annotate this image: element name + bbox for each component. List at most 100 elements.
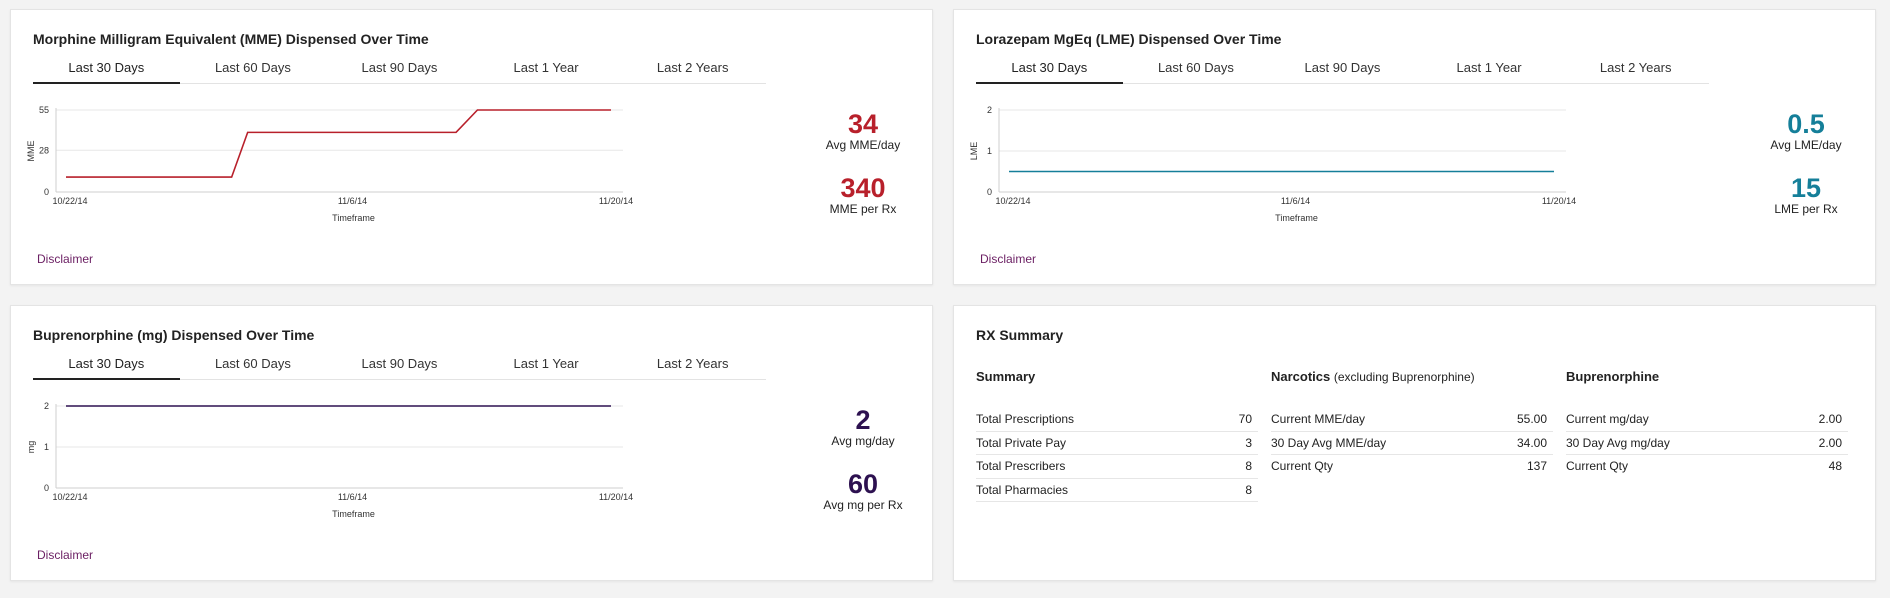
lme-tab-last-30-days[interactable]: Last 30 Days (976, 53, 1123, 84)
bup-line-chart: 0 1 2 10/22/14 11/6/14 11/20/14 Timeframe mg (26, 401, 633, 519)
mme-chart-x-tick-label: 11/20/14 (599, 196, 633, 206)
bup-chart-x-tick-label: 11/20/14 (599, 492, 633, 502)
mme-chart-y-tick-label: 28 (39, 145, 49, 155)
lme-chart-y-tick-label: 2 (987, 105, 992, 115)
rx-summary-card: RX Summary Summary Total Prescriptions 70… (953, 305, 1876, 581)
bup-disclaimer-link[interactable]: Disclaimer (37, 548, 94, 562)
rx-summary-title: RX Summary (976, 327, 1064, 343)
mme-chart-y-tick-label: 55 (39, 105, 49, 115)
mme-chart-series-line (66, 109, 611, 178)
bup-tab-last-1-year[interactable]: Last 1 Year (513, 356, 579, 371)
rx-summary-row-label: Total Prescriptions (976, 412, 1075, 426)
bup-card-title: Buprenorphine (mg) Dispensed Over Time (33, 327, 315, 343)
rx-narcotics-row-value: 34.00 (1516, 435, 1547, 450)
lme-chart-y-axis-title: LME (969, 142, 979, 161)
lme-chart-y-tick-label: 1 (987, 146, 992, 156)
rx-buprenorphine-row: 30 Day Avg mg/day 2.00 (1566, 432, 1848, 455)
rx-narcotics-row: Current Qty 137 (1271, 455, 1553, 479)
mme-per-rx-stat: 340 MME per Rx (808, 173, 918, 217)
lme-tab-last-2-years[interactable]: Last 2 Years (1599, 60, 1672, 75)
lme-avg-label: Avg LME/day (1770, 138, 1842, 152)
rx-summary-row-value: 8 (1245, 482, 1252, 497)
mme-tab-last-90-days[interactable]: Last 90 Days (361, 60, 438, 75)
bup-chart-y-tick-label: 2 (44, 401, 49, 411)
lme-tab-last-60-days[interactable]: Last 60 Days (1157, 60, 1234, 75)
bup-card: Buprenorphine (mg) Dispensed Over Time L… (10, 305, 933, 581)
mme-card: Morphine Milligram Equivalent (MME) Disp… (10, 9, 933, 285)
rx-buprenorphine-row: Current mg/day 2.00 (1566, 408, 1848, 432)
lme-avg-stat: 0.5 Avg LME/day (1751, 109, 1861, 153)
lme-tab-last-90-days[interactable]: Last 90 Days (1304, 60, 1381, 75)
rx-summary-row: Total Pharmacies 8 (976, 479, 1258, 502)
mme-disclaimer-link[interactable]: Disclaimer (37, 252, 94, 266)
rx-buprenorphine-row-value: 2.00 (1818, 412, 1842, 426)
bup-timeframe-tabs: Last 30 Days Last 60 Days Last 90 Days L… (33, 349, 766, 380)
bup-tab-last-30-days[interactable]: Last 30 Days (33, 349, 180, 380)
rx-buprenorphine-row-value: 48 (1828, 459, 1842, 473)
rx-summary-row-label: Total Prescribers (976, 459, 1066, 473)
rx-narcotics-rows: Current MME/day 55.00 30 Day Avg MME/day 34… (1271, 408, 1553, 479)
rx-summary-row-label: Total Pharmacies (976, 482, 1069, 497)
bup-tab-last-2-years[interactable]: Last 2 Years (656, 356, 729, 371)
mme-chart-y-tick-label: 0 (44, 187, 49, 197)
bup-chart-x-tick-label: 10/22/14 (52, 492, 87, 502)
mme-card-title: Morphine Milligram Equivalent (MME) Disp… (33, 31, 429, 47)
rx-narcotics-row-label: 30 Day Avg MME/day (1271, 435, 1387, 450)
mme-avg-label: Avg MME/day (825, 138, 901, 152)
bup-avg-label: Avg mg/day (831, 434, 895, 448)
rx-narcotics-row-value: 137 (1526, 459, 1547, 473)
rx-narcotics-row-label: Current MME/day (1271, 412, 1366, 426)
rx-narcotics-heading-text: Narcotics (1271, 369, 1331, 384)
lme-chart-x-axis-title: Timeframe (1275, 213, 1318, 223)
mme-tab-last-60-days[interactable]: Last 60 Days (214, 60, 291, 75)
mme-chart-x-axis-title: Timeframe (332, 213, 375, 223)
rx-summary-row: Total Private Pay 3 (976, 432, 1258, 455)
rx-summary-row: Total Prescribers 8 (976, 455, 1258, 479)
bup-tab-last-60-days[interactable]: Last 60 Days (214, 356, 291, 371)
rx-buprenorphine-row: Current Qty 48 (1566, 455, 1848, 479)
mme-avg-stat: 34 Avg MME/day (808, 109, 918, 153)
lme-line-chart: 0 1 2 10/22/14 11/6/14 11/20/14 Timeframe LME (969, 105, 1576, 223)
mme-per-rx-label: MME per Rx (829, 202, 897, 216)
lme-per-rx-stat: 15 LME per Rx (1751, 173, 1861, 217)
rx-buprenorphine-row-label: Current Qty (1566, 459, 1629, 473)
bup-chart-x-axis-title: Timeframe (332, 509, 375, 519)
lme-card-title: Lorazepam MgEq (LME) Dispensed Over Time (976, 31, 1282, 47)
mme-line-chart: 0 28 55 10/22/14 11/6/14 11/20/14 Timeframe MME (26, 105, 633, 223)
bup-chart-y-axis-title: mg (26, 441, 36, 454)
mme-avg-value: 34 (847, 109, 879, 139)
bup-per-rx-value: 60 (847, 469, 879, 499)
lme-tab-last-1-year[interactable]: Last 1 Year (1456, 60, 1522, 75)
lme-card: Lorazepam MgEq (LME) Dispensed Over Time… (953, 9, 1876, 285)
rx-buprenorphine-row-value: 2.00 (1818, 435, 1842, 450)
mme-chart-x-tick-label: 11/6/14 (338, 196, 367, 206)
rx-buprenorphine-heading: Buprenorphine (1566, 369, 1660, 384)
lme-avg-value: 0.5 (1787, 109, 1825, 139)
rx-narcotics-row: Current MME/day 55.00 (1271, 408, 1553, 432)
mme-tab-last-30-days[interactable]: Last 30 Days (33, 53, 180, 84)
lme-chart-x-tick-label: 10/22/14 (995, 196, 1030, 206)
mme-tab-last-1-year[interactable]: Last 1 Year (513, 60, 579, 75)
rx-narcotics-row-label: Current Qty (1271, 459, 1334, 473)
rx-summary-row-value: 3 (1245, 435, 1252, 450)
lme-timeframe-tabs: Last 30 Days Last 60 Days Last 90 Days L… (976, 53, 1709, 84)
mme-per-rx-value: 340 (840, 173, 886, 203)
lme-chart-x-tick-label: 11/6/14 (1281, 196, 1310, 206)
rx-summary-column: Summary Total Prescriptions 70 Total Priva… (976, 369, 1258, 502)
mme-tab-last-2-years[interactable]: Last 2 Years (656, 60, 729, 75)
rx-summary-row-value: 8 (1245, 459, 1252, 473)
bup-avg-stat: 2 Avg mg/day (808, 407, 918, 449)
mme-timeframe-tabs: Last 30 Days Last 60 Days Last 90 Days L… (33, 53, 766, 84)
rx-narcotics-row-value: 55.00 (1516, 412, 1547, 426)
lme-per-rx-value: 15 (1790, 173, 1822, 203)
bup-chart-y-tick-label: 0 (44, 483, 49, 493)
rx-summary-rows: Total Prescriptions 70 Total Private Pay 3 T… (976, 408, 1258, 502)
bup-tab-last-90-days[interactable]: Last 90 Days (361, 356, 438, 371)
rx-buprenorphine-row-label: Current mg/day (1566, 412, 1649, 426)
bup-per-rx-label: Avg mg per Rx (823, 498, 903, 512)
rx-buprenorphine-rows: Current mg/day 2.00 30 Day Avg mg/day 2.00 C… (1566, 408, 1848, 479)
rx-narcotics-row: 30 Day Avg MME/day 34.00 (1271, 432, 1553, 455)
rx-narcotics-subheading: (excluding Buprenorphine) (1333, 370, 1475, 384)
lme-disclaimer-link[interactable]: Disclaimer (980, 252, 1037, 266)
lme-per-rx-label: LME per Rx (1774, 202, 1838, 216)
